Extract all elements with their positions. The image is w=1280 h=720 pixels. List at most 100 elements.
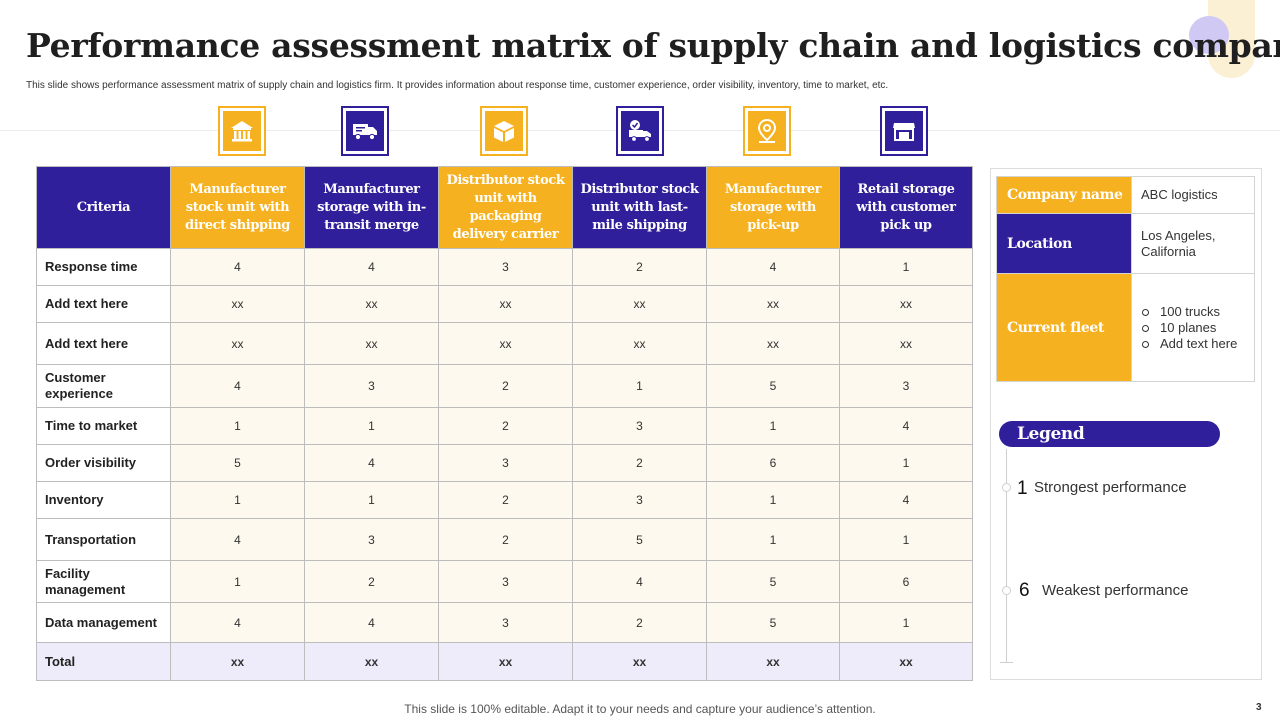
score-cell: 5 [706, 364, 840, 408]
legend-dot [1002, 483, 1011, 492]
score-cell: 1 [170, 560, 305, 603]
warehouse-icon-box [218, 106, 266, 156]
score-cell: 2 [572, 602, 707, 643]
company-name-value: ABC logistics [1131, 176, 1255, 214]
score-cell: xx [170, 322, 305, 365]
column-header: Manufacturer stock unit with direct ship… [170, 166, 305, 249]
total-label-cell: Total [36, 642, 171, 681]
score-cell: xx [438, 285, 573, 323]
criteria-cell: Facility management [36, 560, 171, 603]
score-cell: 2 [438, 407, 573, 445]
table-row: Add text here xx xx xx xx xx xx [36, 322, 973, 365]
total-row: Total xx xx xx xx xx xx [36, 642, 973, 681]
score-cell: xx [304, 322, 439, 365]
score-cell: 4 [572, 560, 707, 603]
total-cell: xx [706, 642, 840, 681]
fleet-item: 100 trucks [1141, 304, 1254, 320]
score-cell: 6 [706, 444, 840, 482]
score-cell: 1 [839, 602, 973, 643]
score-cell: 1 [304, 481, 439, 519]
criteria-cell: Response time [36, 248, 171, 286]
score-cell: xx [839, 285, 973, 323]
table-row: Time to market 1 1 2 3 1 4 [36, 407, 973, 445]
score-cell: xx [706, 322, 840, 365]
score-cell: 5 [170, 444, 305, 482]
score-cell: 1 [706, 481, 840, 519]
location-label: Location [996, 213, 1132, 274]
criteria-cell: Order visibility [36, 444, 171, 482]
score-cell: xx [170, 285, 305, 323]
score-cell: 3 [438, 560, 573, 603]
table-row: Transportation 4 3 2 5 1 1 [36, 518, 973, 561]
criteria-cell: Transportation [36, 518, 171, 561]
total-cell: xx [572, 642, 707, 681]
table-row: Add text here xx xx xx xx xx xx [36, 285, 973, 323]
score-cell: xx [438, 322, 573, 365]
score-cell: 4 [839, 481, 973, 519]
score-cell: 4 [304, 248, 439, 286]
current-fleet-value: 100 trucks 10 planes Add text here [1131, 273, 1255, 382]
score-cell: 3 [438, 444, 573, 482]
column-header: Manufacturer storage with in-transit mer… [304, 166, 439, 249]
score-cell: xx [706, 285, 840, 323]
score-cell: 4 [170, 248, 305, 286]
score-cell: 1 [170, 481, 305, 519]
score-cell: 4 [839, 407, 973, 445]
current-fleet-label: Current fleet [996, 273, 1132, 382]
score-cell: 4 [170, 602, 305, 643]
decorative-purple-circle [1189, 16, 1229, 54]
table-row: Facility management 1 2 3 4 5 6 [36, 560, 973, 603]
criteria-cell: Customer experience [36, 364, 171, 408]
total-cell: xx [839, 642, 973, 681]
score-cell: 3 [438, 602, 573, 643]
fleet-list: 100 trucks 10 planes Add text here [1141, 304, 1254, 352]
score-cell: 2 [438, 481, 573, 519]
score-cell: xx [839, 322, 973, 365]
criteria-cell: Add text here [36, 322, 171, 365]
location-pin-icon-box [743, 106, 791, 156]
score-cell: 2 [572, 444, 707, 482]
score-cell: 2 [304, 560, 439, 603]
score-cell: 5 [572, 518, 707, 561]
score-cell: 1 [572, 364, 707, 408]
total-cell: xx [438, 642, 573, 681]
matrix-header-row: Criteria Manufacturer stock unit with di… [36, 166, 973, 249]
legend-label: Weakest performance [1042, 582, 1189, 599]
score-cell: xx [572, 285, 707, 323]
slide-title: Performance assessment matrix of supply … [26, 26, 1280, 65]
score-cell: xx [304, 285, 439, 323]
page-number: 3 [1256, 702, 1262, 713]
score-cell: 4 [170, 364, 305, 408]
company-name-label: Company name [996, 176, 1132, 214]
legend-title: Legend [999, 421, 1220, 447]
slide-footer: This slide is 100% editable. Adapt it to… [404, 702, 876, 716]
location-pin-icon [757, 118, 777, 143]
location-value: Los Angeles, California [1131, 213, 1255, 274]
criteria-header: Criteria [36, 166, 171, 249]
score-cell: xx [572, 322, 707, 365]
table-row: Response time 4 4 3 2 4 1 [36, 248, 973, 286]
score-cell: 3 [572, 481, 707, 519]
package-box-icon-box [480, 106, 528, 156]
column-header: Distributor stock unit with last-mile sh… [572, 166, 707, 249]
score-cell: 3 [572, 407, 707, 445]
score-cell: 2 [572, 248, 707, 286]
current-fleet-row: Current fleet 100 trucks 10 planes Add t… [996, 273, 1255, 382]
delivery-truck-icon-box [341, 106, 389, 156]
score-cell: 4 [304, 602, 439, 643]
storefront-icon [893, 123, 915, 141]
slide-subtitle: This slide shows performance assessment … [26, 80, 889, 91]
score-cell: 1 [706, 407, 840, 445]
column-header: Distributor stock unit with packaging de… [438, 166, 573, 249]
legend-timeline-line [1006, 449, 1007, 663]
score-cell: 1 [304, 407, 439, 445]
score-cell: 4 [304, 444, 439, 482]
legend-number: 6 [1019, 580, 1030, 601]
legend-label: Strongest performance [1034, 479, 1187, 496]
criteria-cell: Data management [36, 602, 171, 643]
score-cell: 2 [438, 364, 573, 408]
fleet-item: 10 planes [1141, 320, 1254, 336]
table-row: Inventory 1 1 2 3 1 4 [36, 481, 973, 519]
warehouse-icon [231, 121, 253, 142]
score-cell: 3 [438, 248, 573, 286]
